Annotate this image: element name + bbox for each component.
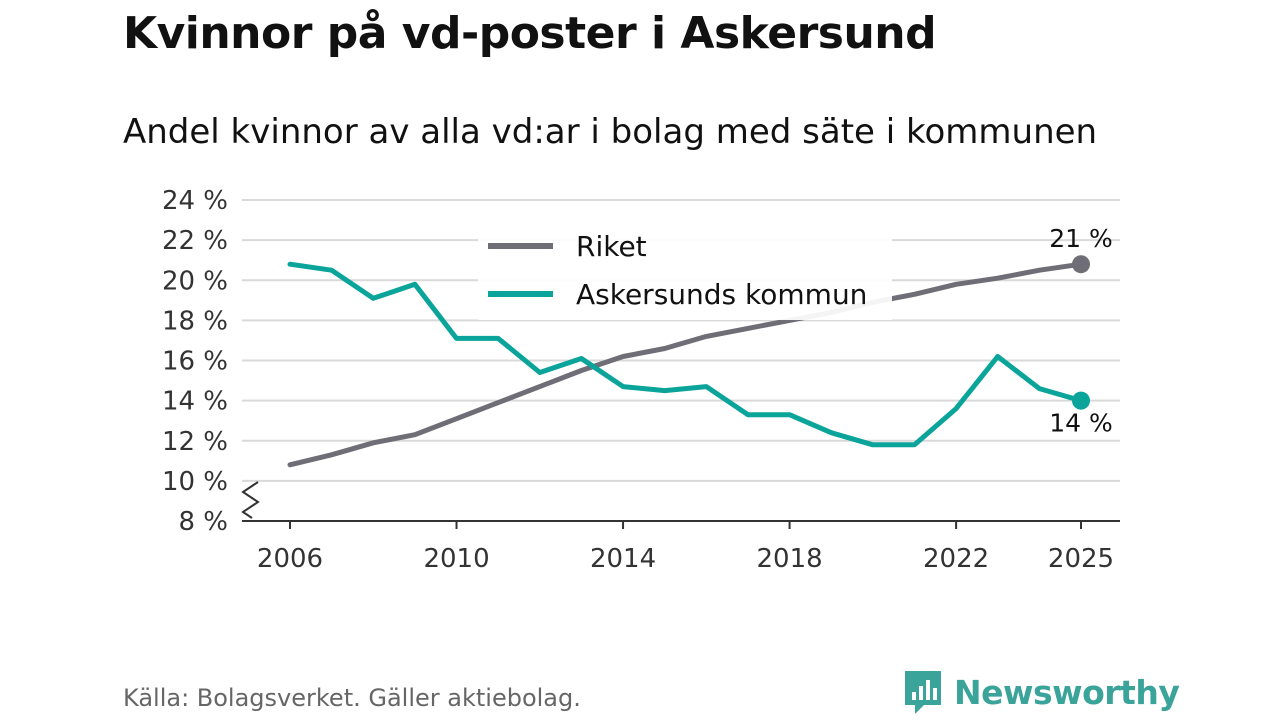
end-point-riket: [1072, 255, 1090, 274]
chart-subtitle: Andel kvinnor av alla vd:ar i bolag med …: [123, 112, 1098, 152]
newsworthy-logo-icon: [905, 671, 941, 714]
y-tick-label-22: 22 %: [162, 226, 228, 256]
end-labels: 21 % 14 %: [1049, 224, 1113, 437]
chart-title: Kvinnor på vd-poster i Askersund: [123, 8, 937, 59]
x-tick-label-2014: 2014: [590, 544, 656, 574]
legend-box: [478, 224, 892, 320]
end-label-riket: 21 %: [1049, 224, 1113, 253]
series-line-riket: [287, 261, 1084, 468]
axis-break-icon: [241, 481, 260, 519]
line-chart: 8 % 10 % 12 % 14 % 16 % 18 % 20 % 22 % 24 % 2006…: [162, 186, 1120, 574]
legend-label-riket: Riket: [576, 230, 647, 263]
x-axis: 2006 2010 2014 2018 2022 2025: [241, 481, 1120, 574]
y-tick-label-8: 8 %: [178, 507, 228, 537]
series-lines: [287, 261, 1084, 468]
x-tick-label-2022: 2022: [923, 544, 989, 574]
end-point-kommun: [1072, 391, 1090, 410]
y-tick-label-24: 24 %: [162, 186, 228, 216]
brand-logo: Newsworthy: [902, 668, 1180, 716]
x-tick-label-2010: 2010: [423, 544, 489, 574]
y-tick-label-10: 10 %: [162, 467, 228, 497]
x-tick-label-2025: 2025: [1048, 544, 1114, 574]
legend-label-kommun: Askersunds kommun: [576, 278, 867, 311]
y-tick-label-18: 18 %: [162, 306, 228, 336]
end-label-kommun: 14 %: [1049, 409, 1113, 438]
y-tick-label-16: 16 %: [162, 347, 228, 377]
x-tick-label-2006: 2006: [257, 544, 323, 574]
series-line-kommun: [287, 261, 1084, 448]
y-tick-label-20: 20 %: [162, 266, 228, 296]
source-note: Källa: Bolagsverket. Gäller aktiebolag.: [123, 684, 581, 712]
legend: Riket Askersunds kommun: [478, 224, 892, 320]
x-tick-label-2018: 2018: [756, 544, 822, 574]
brand-name: Newsworthy: [954, 672, 1180, 712]
y-tick-label-14: 14 %: [162, 387, 228, 417]
y-tick-label-12: 12 %: [162, 427, 228, 457]
y-axis-ticks: 8 % 10 % 12 % 14 % 16 % 18 % 20 % 22 % 24 %: [162, 186, 228, 537]
